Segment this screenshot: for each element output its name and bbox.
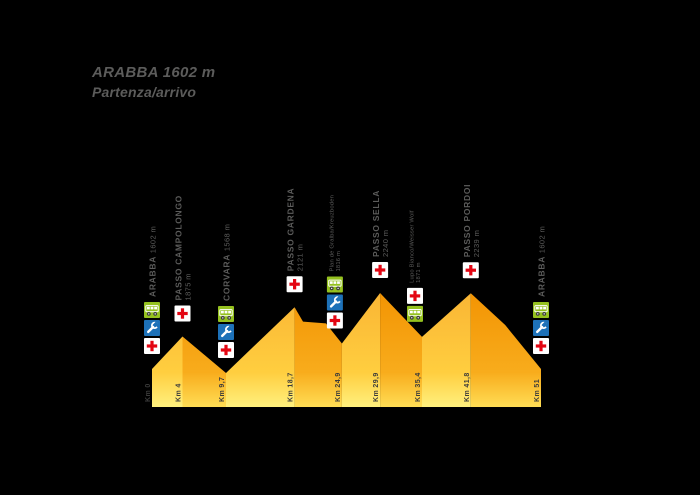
- waypoint-elevation: 1816 m: [336, 251, 342, 272]
- waypoint-elevation: 1875 m: [184, 273, 193, 300]
- profile-segment: [422, 293, 471, 407]
- waypoint-name: PASSO PORDOI: [462, 184, 472, 257]
- km-label: Km 24,9: [335, 372, 342, 402]
- waypoint-elevation: 2239 m: [472, 230, 481, 257]
- waypoint-name: PASSO CAMPOLONGO: [174, 195, 184, 301]
- profile-segment: [341, 293, 381, 407]
- waypoint-elevation: 1871 m: [416, 262, 422, 283]
- shuttle-bus-icon: [533, 302, 549, 318]
- waypoint-name: Plan de Gralba/Kreuzboden: [329, 195, 335, 272]
- km-label: Km 29,9: [373, 372, 380, 402]
- profile-segment: [226, 307, 295, 407]
- waypoint-plan-de-gralba-kreuzboden: Km 24,9 Plan de Gralba/Kreuzboden 1816 m: [326, 195, 343, 402]
- km-label: Km 35,4: [415, 372, 422, 402]
- shuttle-bus-icon: [218, 306, 234, 322]
- waypoint-label: CORVARA 1568 m: [222, 224, 232, 301]
- km-label: Km 4: [176, 383, 183, 402]
- page-title: ARABBA 1602 m: [92, 64, 216, 81]
- shuttle-bus-icon: [326, 276, 343, 293]
- waypoint-passo-gardena: Km 18,7 PASSO GARDENA 2121 m: [286, 188, 305, 402]
- profile-segment: [470, 293, 541, 407]
- shuttle-bus-icon: [407, 305, 423, 322]
- waypoint-passo-sella: Km 29,9 PASSO SELLA 2240 m: [371, 190, 390, 402]
- waypoint-label: ARABBA 1602 m: [148, 226, 158, 297]
- km-label: Km 0: [145, 383, 152, 402]
- waypoint-name: PASSO SELLA: [371, 190, 381, 257]
- page-subtitle: Partenza/arrivo: [92, 84, 197, 101]
- waypoint-arabba: Km 51 ARABBA 1602 m: [533, 226, 549, 402]
- waypoint-passo-pordoi: Km 41,8 PASSO PORDOI 2239 m: [462, 184, 481, 402]
- waypoint-name: PASSO GARDENA: [286, 188, 296, 272]
- waypoint-label: ARABBA 1602 m: [537, 226, 547, 297]
- waypoint-arabba: Km 0 ARABBA 1602 m: [144, 226, 160, 402]
- title-block: ARABBA 1602 m Partenza/arrivo: [92, 63, 215, 102]
- profile-segment: [182, 336, 226, 407]
- km-label: Km 18,7: [288, 372, 295, 402]
- waypoint-name: Lupo Bianco/Weisser Wolf: [410, 210, 416, 283]
- waypoint-lupo-bianco-weisser-wolf: Km 35,4 Lupo Bianco/Weisser Wolf 1871 m: [407, 210, 423, 402]
- waypoint-corvara: Km 9,7 CORVARA 1568 m: [218, 224, 234, 402]
- km-label: Km 41,8: [464, 372, 471, 402]
- waypoint-passo-campolongo: Km 4 PASSO CAMPOLONGO 1875 m: [174, 195, 193, 402]
- waypoint-elevation: 2240 m: [381, 230, 390, 257]
- profile-segment: [294, 307, 342, 407]
- km-label: Km 51: [534, 379, 541, 402]
- shuttle-bus-icon: [144, 302, 160, 318]
- profile-segment: [380, 293, 422, 407]
- profile-segment: [152, 336, 183, 407]
- waypoint-elevation: 2121 m: [296, 244, 305, 271]
- km-label: Km 9,7: [219, 377, 226, 402]
